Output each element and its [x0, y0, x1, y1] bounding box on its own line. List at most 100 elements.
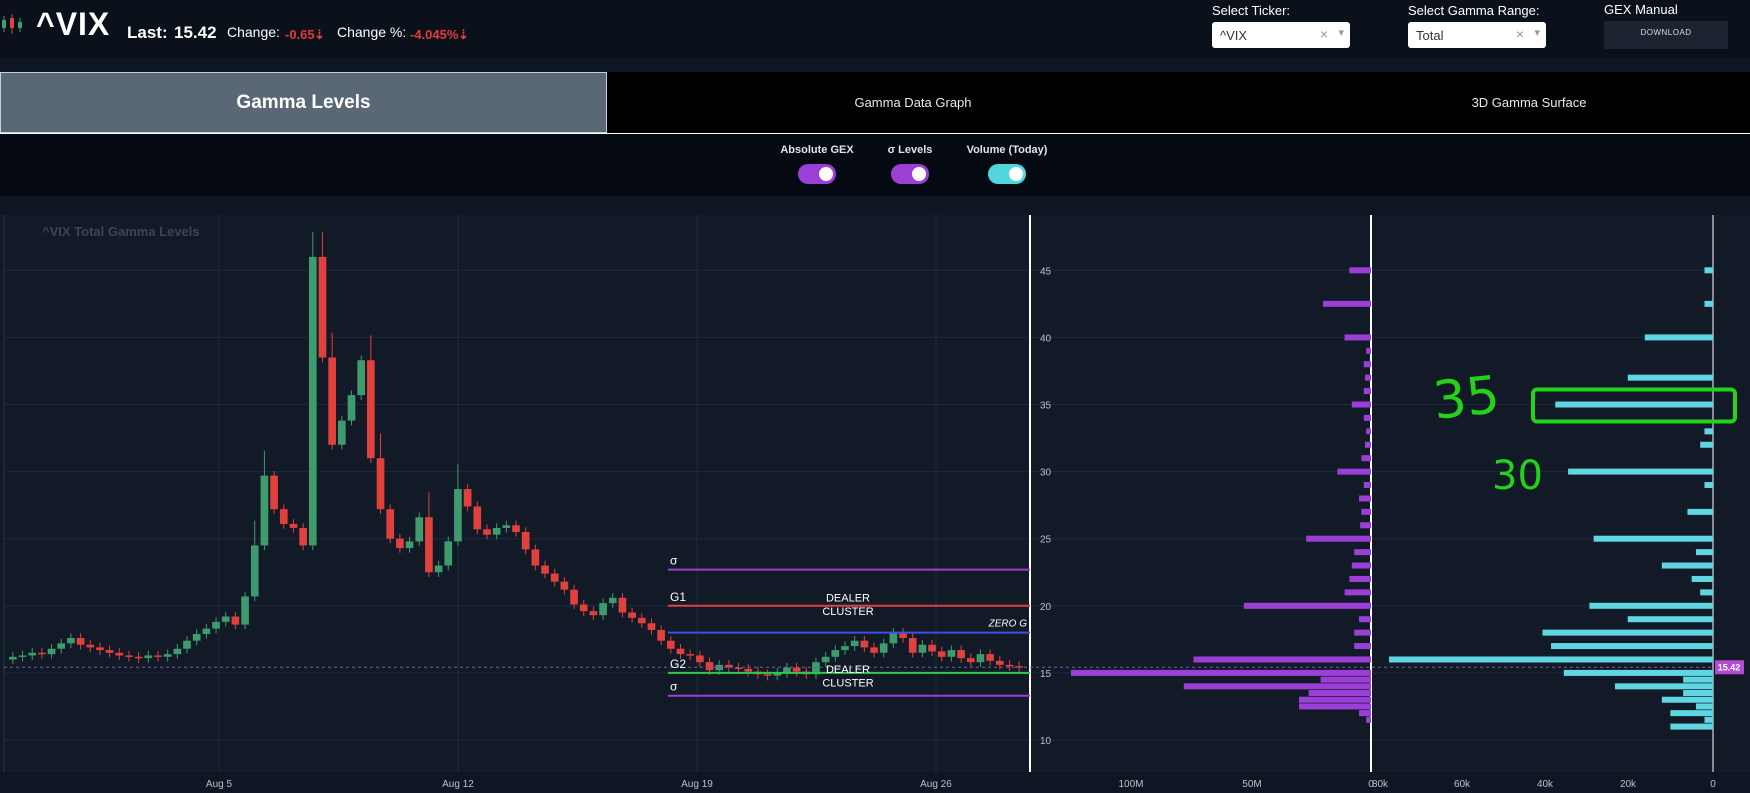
volume-bar [1627, 616, 1713, 623]
candle-body [231, 616, 240, 625]
y-tick-label: 25 [1040, 535, 1052, 546]
candle-body [347, 395, 356, 421]
candle-body [773, 672, 782, 676]
candle-body [725, 664, 733, 668]
gex-bar [1183, 683, 1371, 690]
gex-bar [1323, 300, 1371, 307]
candle-body [589, 611, 598, 616]
gex-bar [1366, 347, 1371, 354]
volume-bar [1704, 716, 1713, 723]
candle-body [647, 623, 656, 630]
gex-tick-label: 100M [1118, 779, 1143, 790]
candle-body [579, 604, 588, 612]
volume-tick-label: 40k [1537, 779, 1554, 790]
chevron-down-icon[interactable]: ▾ [1534, 27, 1540, 39]
candle-body [550, 573, 559, 582]
toggle-label: Volume (Today) [966, 144, 1048, 156]
candle-body [570, 589, 578, 605]
dealer-cluster-label: CLUSTER [822, 677, 873, 689]
candle-body [850, 640, 859, 647]
chevron-down-icon[interactable]: ▾ [1338, 27, 1344, 39]
gex-bar [1337, 468, 1371, 475]
candle-body [483, 529, 491, 535]
candle-body [96, 647, 104, 651]
handwritten-35-annotation: 35 [1430, 365, 1502, 432]
clear-icon[interactable]: × [1319, 26, 1328, 42]
volume-bar [1614, 683, 1713, 690]
tab-gamma-data-graph[interactable]: Gamma Data Graph [854, 95, 972, 110]
candle-body [560, 581, 569, 590]
gex-bar [1299, 696, 1371, 703]
volume-bar [1704, 267, 1713, 274]
gex-bar [1351, 401, 1371, 408]
gex-bar [1344, 334, 1371, 341]
sigma-levels-switch[interactable] [891, 164, 929, 184]
download-button[interactable]: DOWNLOAD [1604, 21, 1728, 49]
handwritten-30-annotation: 30 [1492, 453, 1543, 499]
candle-body [502, 525, 511, 528]
dealer-cluster-label: DEALER [826, 593, 870, 605]
candle-body [86, 644, 95, 648]
change-value: -0.65 [285, 27, 315, 42]
candle-body [376, 458, 385, 510]
gex-bar [1359, 616, 1371, 623]
candle-body [279, 509, 288, 524]
dealer-cluster-label: CLUSTER [822, 606, 873, 618]
gex-tick-label: 0 [1368, 779, 1374, 790]
y-tick-label: 45 [1040, 266, 1052, 277]
volume-bar [1589, 602, 1713, 609]
candle-body [744, 668, 753, 672]
volume-bar [1683, 690, 1713, 697]
candle-body [937, 651, 946, 657]
chart-title: ^VIX Total Gamma Levels [42, 224, 200, 239]
candle-body [676, 648, 685, 655]
gex-bar [1365, 374, 1371, 381]
gamma-level-label: ZERO G [988, 619, 1028, 630]
ticker-select-value: ^VIX [1220, 28, 1248, 43]
candle-body [115, 652, 124, 656]
candle-body [599, 603, 607, 616]
candle-body [183, 640, 191, 649]
candle-body [163, 654, 172, 657]
candle-body [879, 643, 888, 653]
tab-3d-gamma-surface[interactable]: 3D Gamma Surface [1471, 95, 1587, 110]
down-arrow-icon: ⇣ [314, 27, 325, 42]
absolute-gex-switch[interactable] [798, 164, 836, 184]
candle-body [192, 633, 201, 641]
ticker-symbol: ^VIX [36, 6, 111, 42]
volume-bar [1389, 656, 1713, 663]
clear-icon[interactable]: × [1515, 26, 1524, 42]
candle-body [415, 517, 424, 542]
candle-body [696, 655, 704, 663]
toggle-label: σ Levels [887, 144, 933, 156]
candle-body [628, 612, 636, 618]
volume-bar [1593, 535, 1713, 542]
candle-body [357, 360, 366, 396]
candle-body [657, 629, 665, 641]
volume-today-switch[interactable] [988, 164, 1026, 184]
candle-body [734, 667, 743, 670]
candle-body [125, 655, 133, 657]
gamma-range-select[interactable]: Total × ▾ [1408, 22, 1546, 48]
gex-bar [1365, 441, 1371, 448]
candle-body [812, 662, 820, 675]
candle-body [270, 475, 278, 510]
highlight-box-35 [1531, 387, 1737, 424]
ticker-select[interactable]: ^VIX × ▾ [1212, 22, 1350, 48]
candle-body [976, 654, 985, 663]
gex-bar [1354, 643, 1371, 650]
x-tick-label: Aug 26 [920, 779, 952, 790]
gamma-levels-chart: Aug 5 Aug 12 Aug 19 Aug 26 10 15 20 25 30 35 40 45 ^… [0, 215, 1750, 790]
gex-bar [1299, 703, 1371, 710]
gex-bar [1320, 676, 1371, 683]
gex-bar [1193, 656, 1371, 663]
last-value: 15.42 [174, 23, 217, 42]
y-tick-label: 20 [1040, 602, 1052, 613]
y-tick-label: 15 [1040, 669, 1052, 680]
candle-body [202, 628, 211, 634]
candle-body [28, 652, 37, 656]
x-tick-label: Aug 19 [681, 779, 713, 790]
tab-gamma-levels[interactable]: Gamma Levels [0, 72, 607, 133]
gex-bar [1349, 267, 1371, 274]
select-ticker-label: Select Ticker: [1212, 3, 1291, 18]
